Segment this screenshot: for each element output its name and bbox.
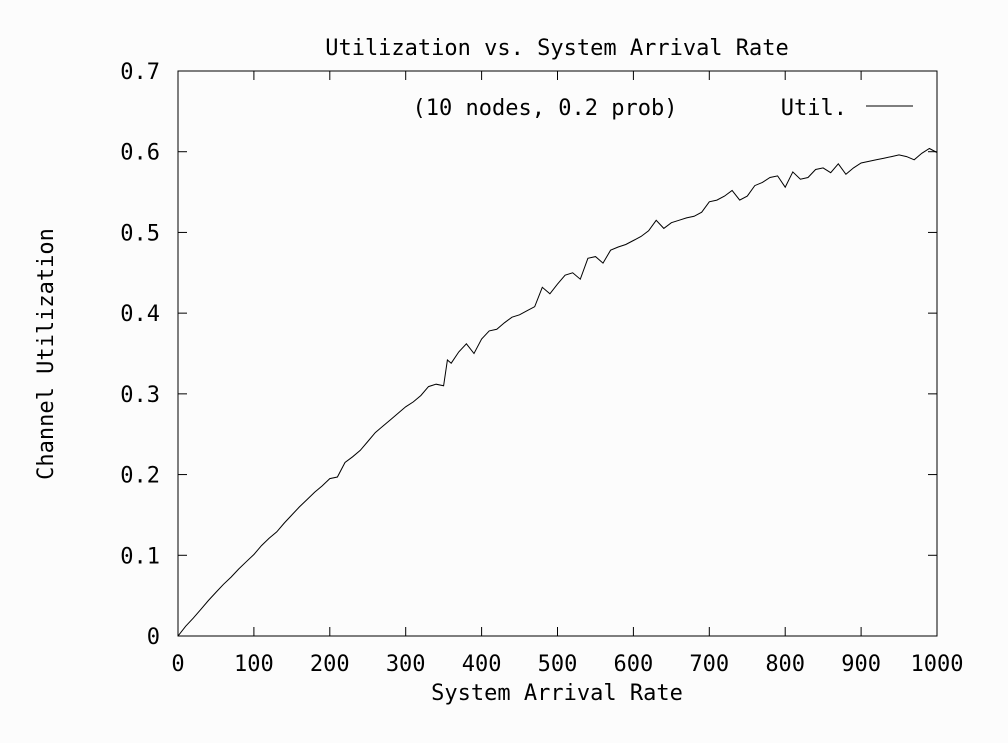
plot-frame: [177, 70, 938, 637]
y-tick-label: 0.3: [120, 383, 160, 408]
y-tick-label: 0.2: [120, 464, 160, 489]
axis-ticks: 0 100 200 300 400 500 600 700 800 900 1000 0 0.1 0.2 0…: [120, 60, 963, 677]
x-tick-label: 900: [841, 652, 881, 677]
x-tick-label: 400: [462, 652, 502, 677]
x-tick-label: 200: [310, 652, 350, 677]
y-tick-label: 0.4: [120, 302, 160, 327]
x-tick-label: 800: [765, 652, 805, 677]
y-tick-label: 0: [147, 625, 160, 650]
x-tick-label: 500: [538, 652, 578, 677]
y-tick-label: 0.7: [120, 60, 160, 85]
series-line-util: [177, 147, 938, 637]
y-axis-label: Channel Utilization: [34, 228, 59, 480]
x-tick-label: 700: [689, 652, 729, 677]
chart-title: Utilization vs. System Arrival Rate: [325, 36, 789, 61]
y-tick-label: 0.6: [120, 141, 160, 166]
x-tick-label: 0: [171, 652, 184, 677]
x-tick-label: 1000: [911, 652, 964, 677]
y-tick-label: 0.5: [120, 221, 160, 246]
legend-label-util: Util.: [781, 96, 847, 121]
y-tick-label: 0.1: [120, 544, 160, 569]
x-tick-label: 600: [614, 652, 654, 677]
x-axis-label: System Arrival Rate: [431, 681, 683, 706]
series-group: [177, 147, 938, 637]
chart-annotation: (10 nodes, 0.2 prob): [413, 96, 678, 121]
x-tick-label: 100: [234, 652, 274, 677]
x-tick-label: 300: [386, 652, 426, 677]
